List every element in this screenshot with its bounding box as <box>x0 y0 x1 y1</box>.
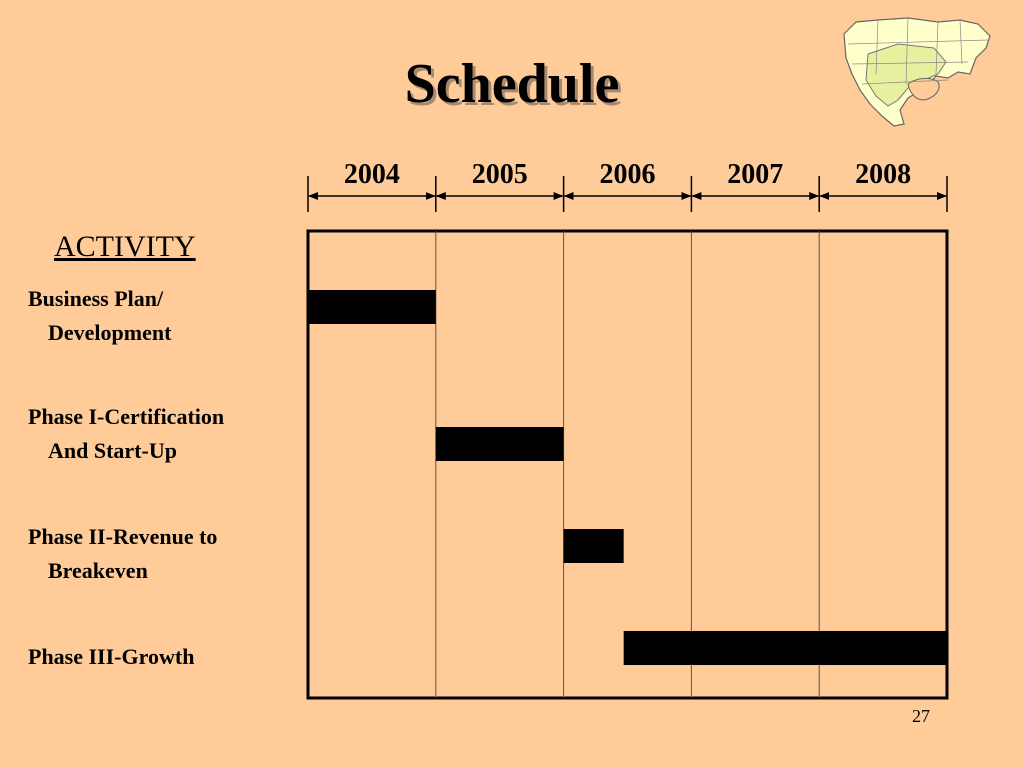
task-bar <box>435 427 564 461</box>
activity-label-line2: Development <box>48 320 172 345</box>
slide-number: 27 <box>912 706 930 726</box>
activity-label-line2: Breakeven <box>48 558 148 583</box>
year-gridlines <box>435 231 820 698</box>
year-label: 2006 <box>600 159 656 190</box>
task-bar <box>308 290 436 324</box>
activity-label-phase-2: Phase II-Revenue to Breakeven <box>28 520 217 588</box>
activity-label-phase-1: Phase I-Certification And Start-Up <box>28 400 224 468</box>
activity-label-line2: And Start-Up <box>48 438 177 463</box>
activity-label-line1: Business Plan/ <box>28 286 164 311</box>
year-label: 2005 <box>472 159 528 190</box>
north-america-map-icon <box>843 17 991 127</box>
year-label: 2008 <box>855 159 911 190</box>
year-label: 2007 <box>727 159 783 190</box>
task-bar <box>623 631 947 665</box>
activity-label-line1: Phase II-Revenue to <box>28 524 218 549</box>
task-bars <box>308 290 947 665</box>
year-axis: 2004 2005 2006 2007 2008 <box>307 159 948 212</box>
task-bar <box>563 529 624 563</box>
chart-frame <box>306 229 949 700</box>
year-label: 2004 <box>344 159 400 190</box>
activity-label-business-plan: Business Plan/ Development <box>28 282 171 350</box>
slide-title: Schedule <box>404 53 620 115</box>
activity-label-line1: Phase I-Certification <box>28 404 225 429</box>
activity-heading: ACTIVITY <box>54 230 196 263</box>
activity-label-line1: Phase III-Growth <box>28 644 195 669</box>
activity-label-phase-3: Phase III-Growth <box>28 640 194 674</box>
